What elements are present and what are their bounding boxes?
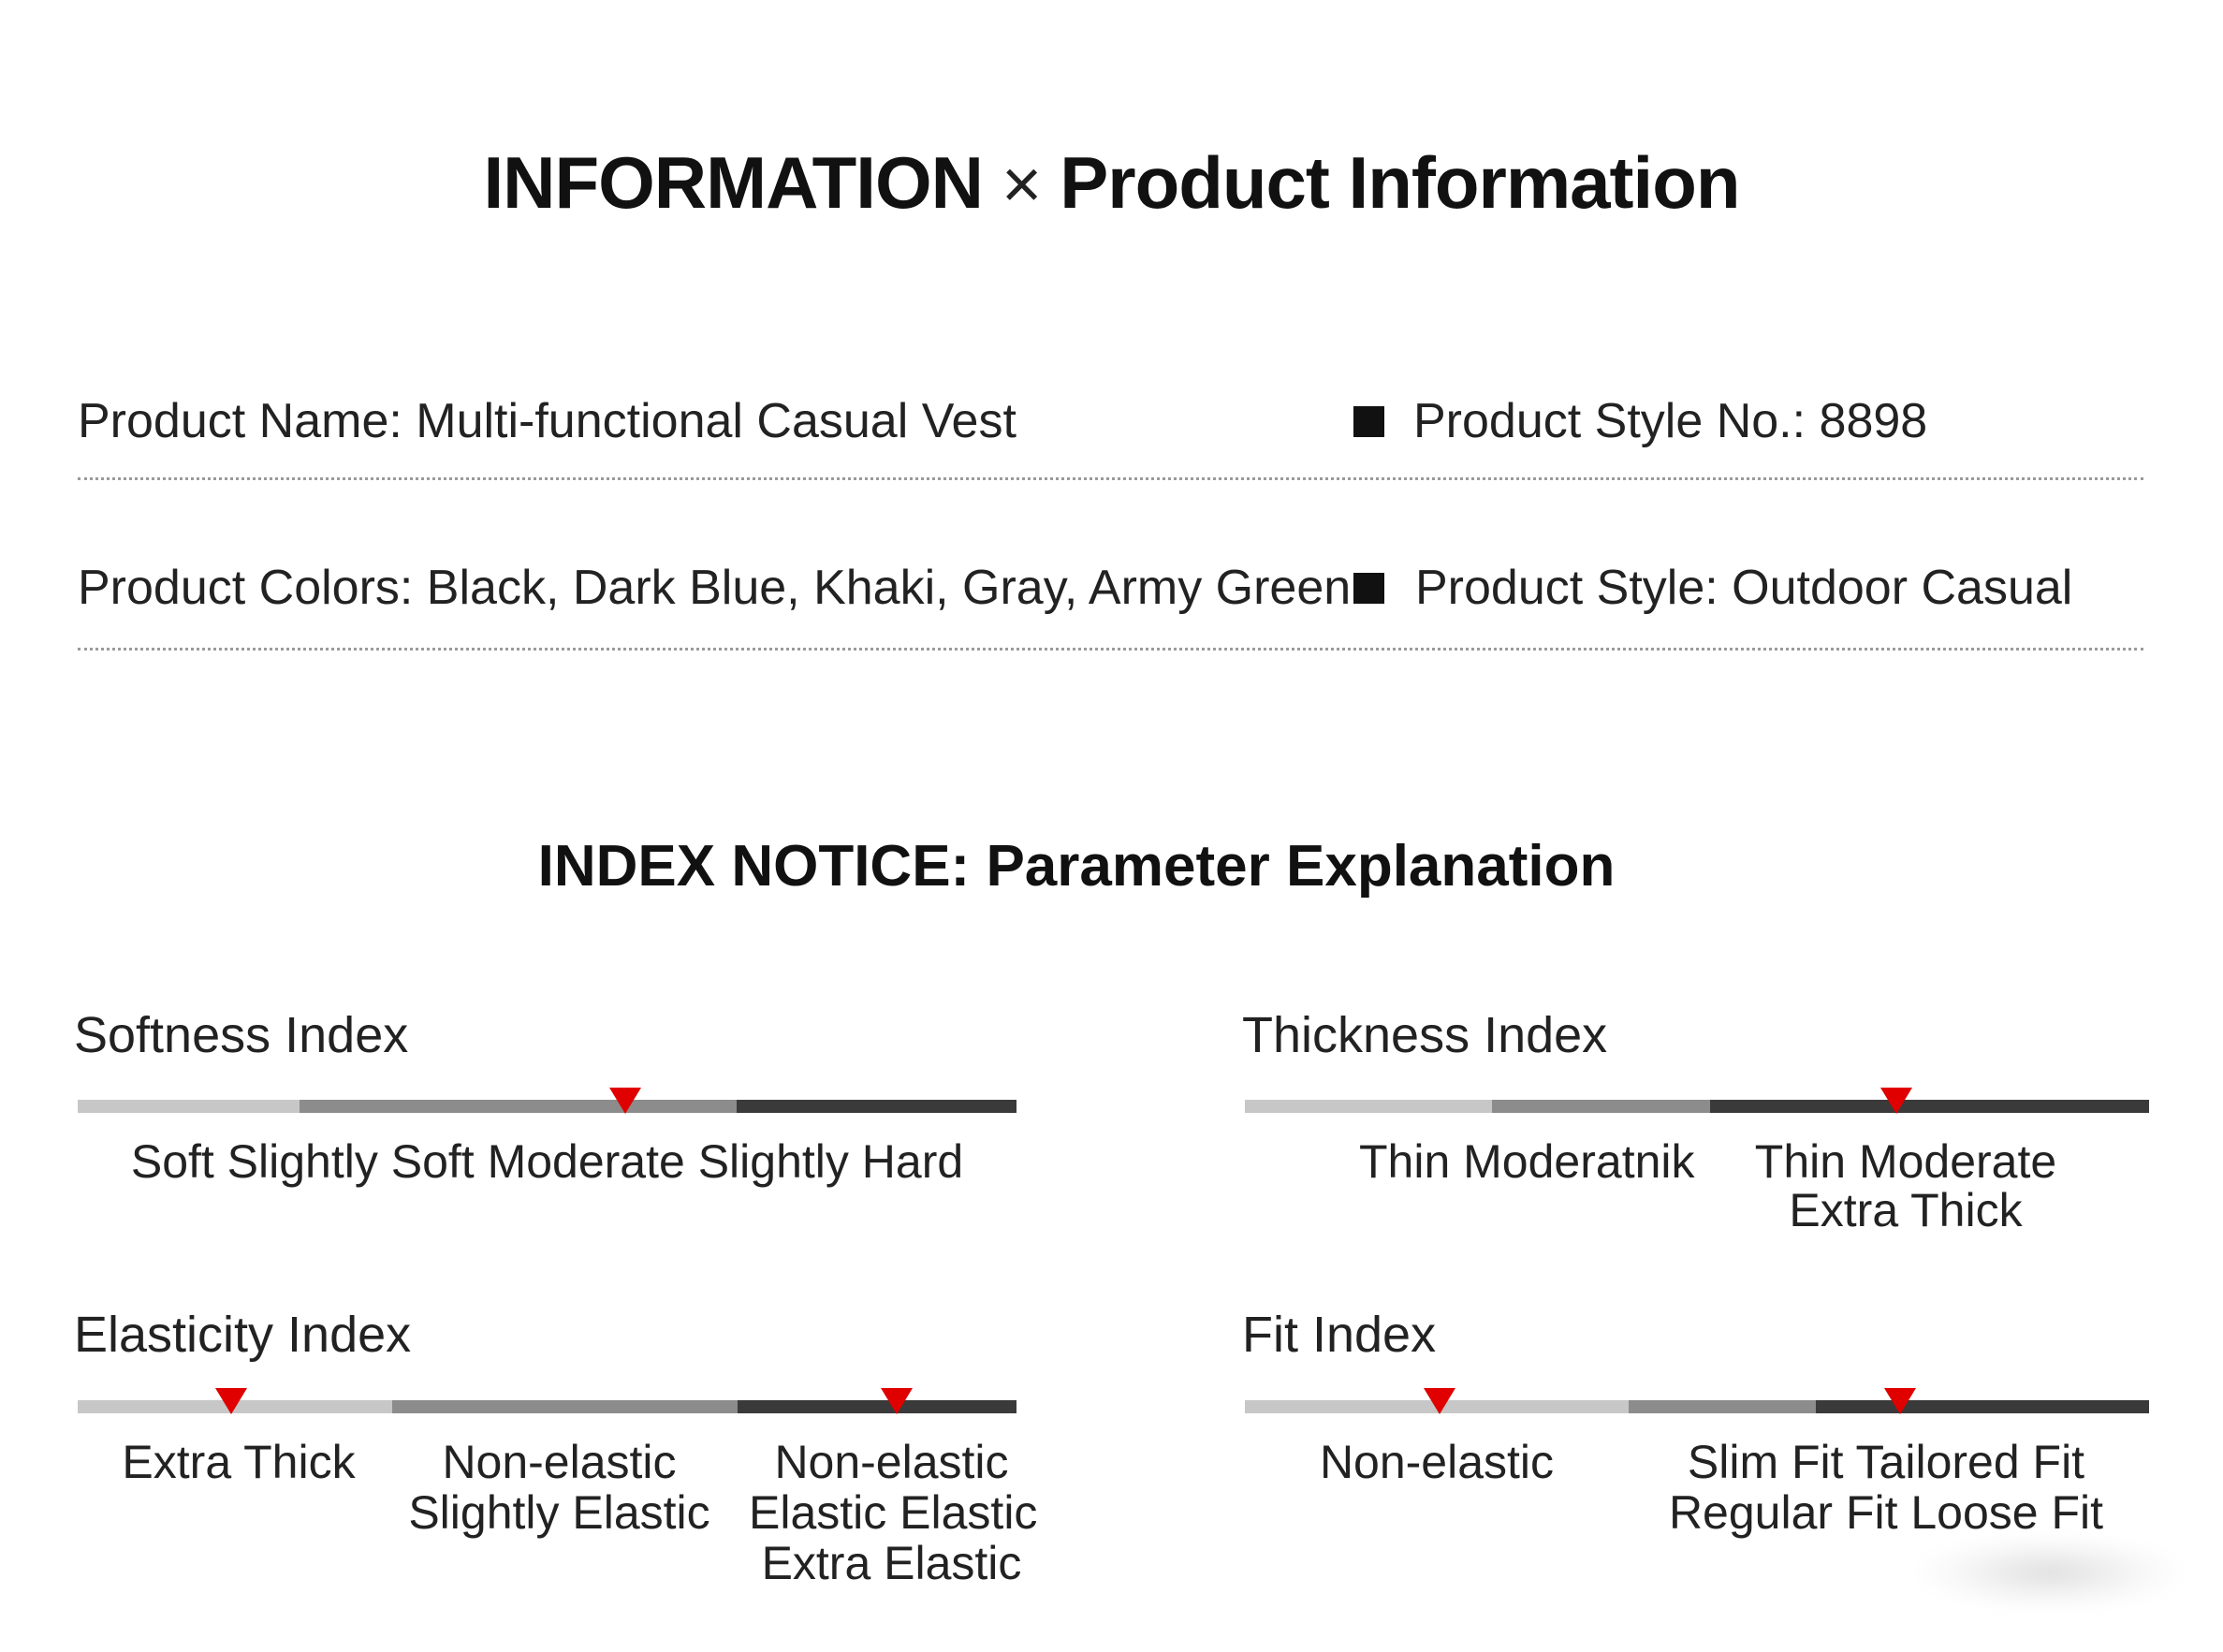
elasticity-index-title: Elasticity Index xyxy=(74,1307,412,1363)
product-colors: Product Colors: Black, Dark Blue, Khaki,… xyxy=(78,561,1352,615)
elasticity-label-b-1: Non-elastic xyxy=(442,1436,677,1488)
title-separator: × xyxy=(1001,145,1042,223)
bullet-square-icon xyxy=(1353,406,1384,437)
thickness-label-right-1: Thin Moderate xyxy=(1754,1135,2057,1188)
fit-marker-icon xyxy=(1424,1388,1455,1414)
index-notice-heading: INDEX NOTICE: Parameter Explanation xyxy=(0,833,2153,899)
thickness-scale-bar xyxy=(1245,1100,2149,1113)
thickness-label-left: Thin Moderatnik xyxy=(1359,1135,1695,1188)
elasticity-label-b-2: Slightly Elastic xyxy=(408,1486,710,1539)
elasticity-marker-icon xyxy=(881,1388,913,1414)
thickness-marker-icon xyxy=(1880,1088,1912,1114)
elasticity-label-c-2: Elastic Elastic xyxy=(749,1486,1038,1539)
title-main: Product Information xyxy=(1060,141,1740,224)
elasticity-marker-icon xyxy=(215,1388,247,1414)
fit-label-right-1: Slim Fit Tailored Fit xyxy=(1687,1436,2085,1488)
page-title: INFORMATION × Product Information xyxy=(0,140,2223,226)
elasticity-label-c-3: Extra Elastic xyxy=(761,1537,1022,1589)
index-notice-rest: Parameter Explanation xyxy=(986,834,1616,899)
title-english: INFORMATION xyxy=(483,141,983,224)
softness-index-title: Softness Index xyxy=(74,1007,409,1063)
thickness-label-right-2: Extra Thick xyxy=(1789,1184,2023,1236)
fit-label-right-2: Regular Fit Loose Fit xyxy=(1668,1486,2104,1539)
product-style: Product Style: Outdoor Casual xyxy=(1415,561,2073,615)
fit-scale-bar xyxy=(1245,1400,2149,1413)
elasticity-scale-bar xyxy=(78,1400,1016,1413)
softness-labels: Soft Slightly Soft Moderate Slightly Har… xyxy=(130,1135,964,1188)
fit-index-title: Fit Index xyxy=(1242,1307,1437,1363)
divider xyxy=(78,648,2143,651)
elasticity-label-c-1: Non-elastic xyxy=(774,1436,1009,1488)
elasticity-label-a: Extra Thick xyxy=(122,1436,356,1488)
bullet-square-icon xyxy=(1353,573,1384,604)
softness-marker-icon xyxy=(609,1088,641,1114)
divider xyxy=(78,477,2143,480)
softness-scale-bar xyxy=(78,1100,1016,1113)
fit-marker-icon xyxy=(1884,1388,1916,1414)
background-smudge xyxy=(1919,1535,2181,1610)
fit-label-left: Non-elastic xyxy=(1319,1436,1555,1488)
thickness-index-title: Thickness Index xyxy=(1242,1007,1608,1063)
index-notice-bold: INDEX NOTICE: xyxy=(537,834,971,899)
product-name: Product Name: Multi-functional Casual Ve… xyxy=(78,394,1016,448)
product-style-no: Product Style No.: 8898 xyxy=(1413,394,1928,448)
